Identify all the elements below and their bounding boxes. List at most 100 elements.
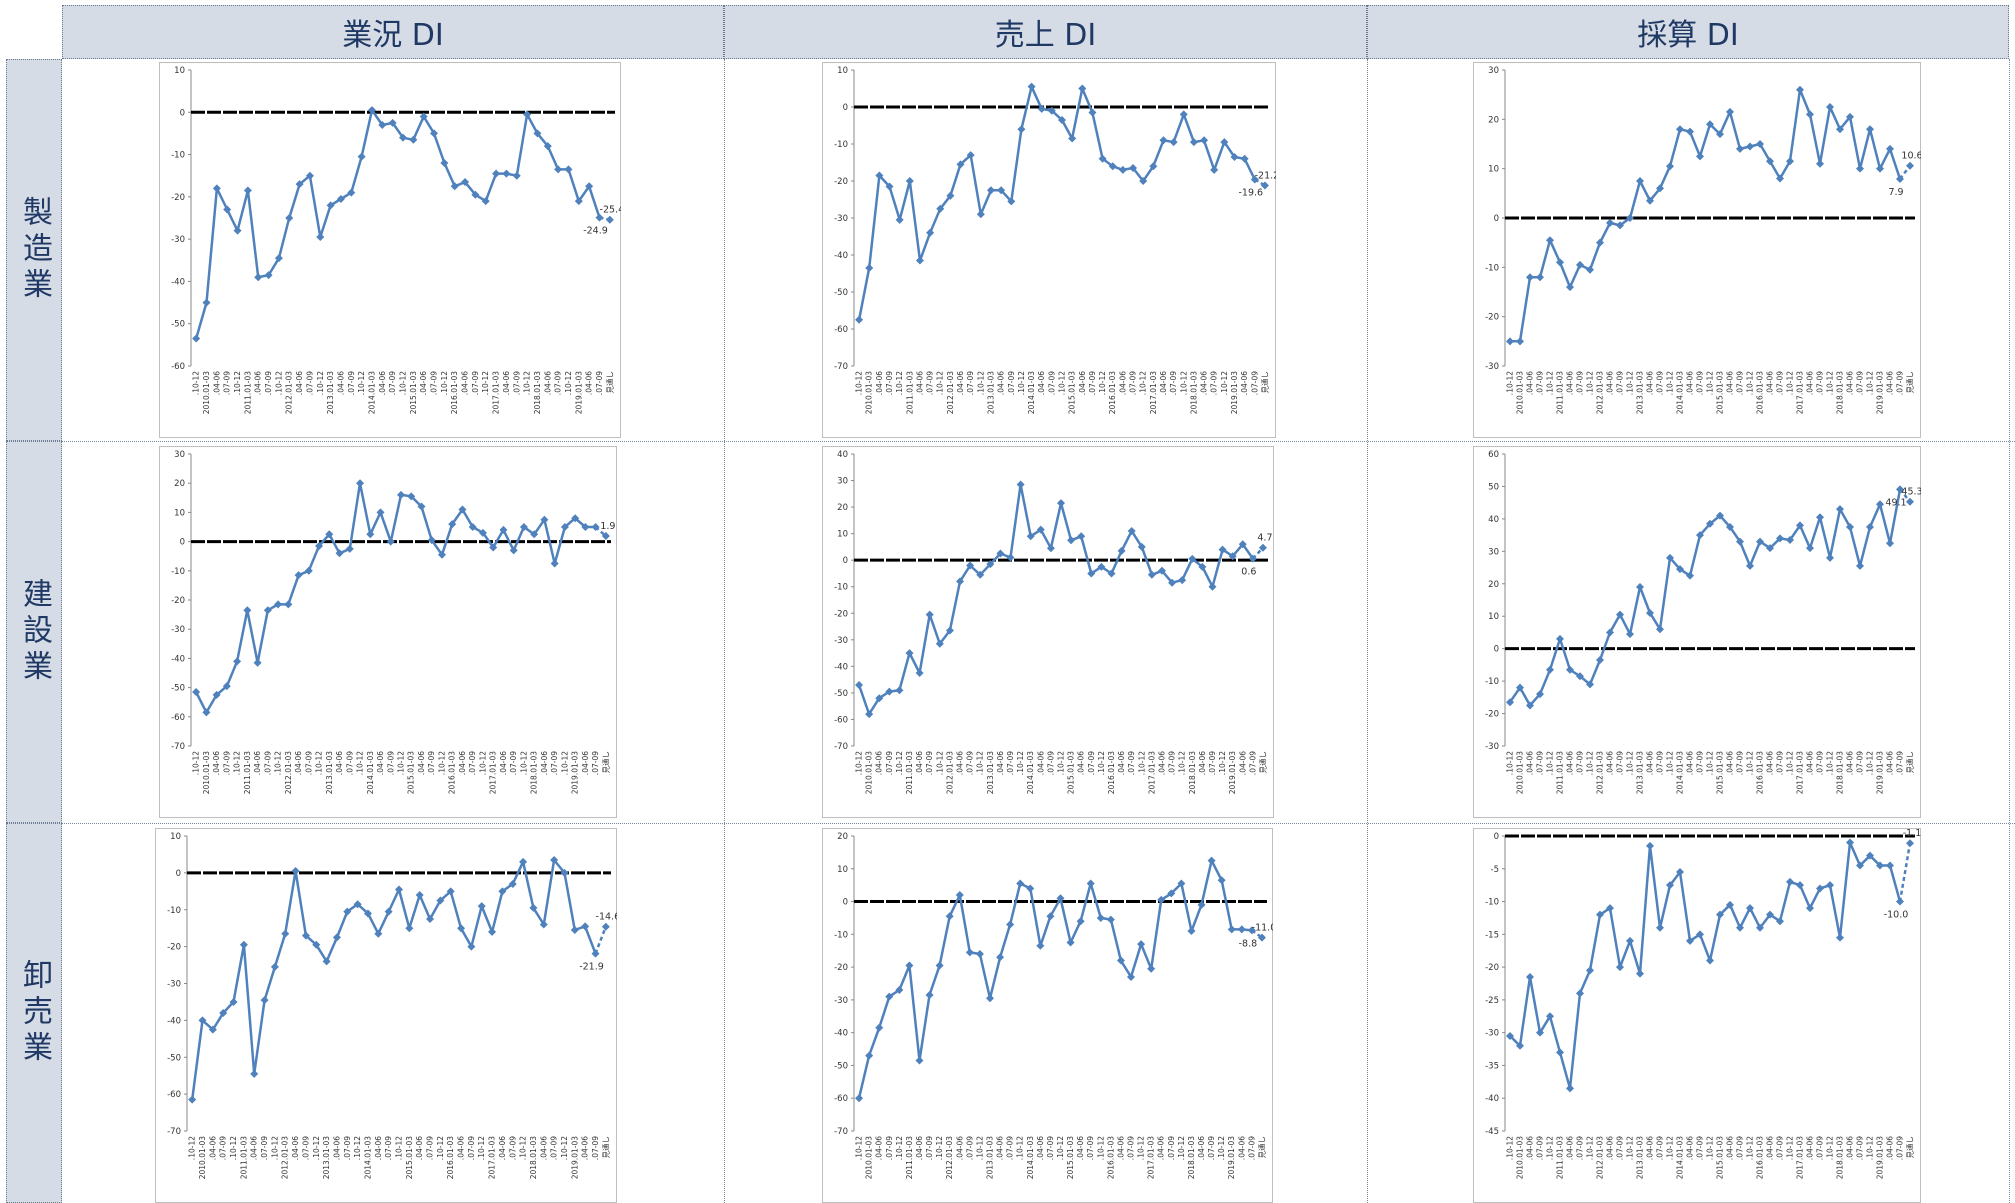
data-point [192,687,201,696]
x-tick-label: .07-09 [1736,751,1745,775]
y-tick-label: -30 [834,996,848,1006]
data-point [550,855,559,864]
series-line [1510,88,1902,343]
data-point [1636,969,1644,978]
x-tick-label: .04-06 [294,751,303,775]
data-point [875,171,884,180]
x-tick-label: .10-12 [1626,371,1635,395]
y-tick-label: -10 [834,930,848,940]
x-tick-label: .10-12 [855,371,864,395]
data-point [264,271,273,280]
chart-construction-saisan: 60 50 40 30 20 10 0 -10 -20 -30.10-12 2010.01-03.0… [1473,446,1921,818]
x-tick-label: .04-06 [502,371,511,395]
chart-frame [822,828,1273,1203]
data-point [533,129,542,138]
data-point [925,990,934,999]
x-tick-label: .10-12 [523,371,532,395]
table-divider [62,441,2015,442]
data-point [1207,856,1216,865]
data-point [1187,927,1196,936]
data-point [915,669,924,677]
x-tick-label: .10-12 [1016,751,1025,775]
chart-frame [159,446,617,818]
data-point [915,1056,924,1065]
x-tick-label: .07-09 [1536,1136,1545,1160]
data-point [976,570,985,579]
data-point [1157,566,1166,575]
data-point [925,610,934,619]
data-label: -10.0 [1884,910,1909,921]
x-tick-label: .07-09 [550,1136,559,1160]
x-tick-label: 2011.01-03 [905,751,914,794]
data-point [477,902,486,911]
x-tick-label: .10-12 [1746,371,1755,395]
data-point [1866,125,1874,134]
x-tick-label: .04-06 [1766,1136,1775,1160]
column-header-gyokyo: 業況 DI [62,5,724,59]
x-tick-label: .04-06 [581,751,590,775]
x-tick-label: 2014.01-03 [367,371,376,414]
data-point [335,549,344,558]
data-point [395,885,403,894]
data-point [581,922,590,931]
x-tick-label: 見通し [1905,1136,1915,1159]
x-tick-label: .10-12 [478,751,487,775]
x-tick-label: .04-06 [1118,371,1127,395]
x-tick-label: .04-06 [254,371,263,395]
x-tick-label: 2019.01-03 [574,371,583,414]
x-tick-label: .07-09 [1167,1136,1176,1160]
y-tick-label: -30 [834,636,848,646]
y-tick-label: 10 [837,530,848,540]
x-tick-label: .07-09 [1086,1136,1095,1160]
data-point [1016,480,1025,489]
x-tick-label: .10-12 [1506,751,1515,775]
data-label: 10.6 [1901,151,1921,162]
x-tick-label: .10-12 [855,751,864,775]
x-tick-label: .04-06 [997,371,1006,395]
y-tick-label: 0 [176,869,181,879]
data-point [1200,136,1209,145]
data-point [1526,972,1534,981]
chart-manufacturing-saisan: 30 20 10 0 -10 -20 -30.10-12 2010.01-03.04-06.0… [1473,62,1921,438]
data-point [560,523,569,531]
data-point [1666,553,1674,562]
data-point [1846,112,1854,121]
x-tick-label: 2013.01-03 [322,1136,331,1179]
x-tick-label: .10-12 [1017,371,1026,395]
data-point [1576,260,1584,269]
data-point [1796,881,1804,890]
x-tick-label: .10-12 [1139,371,1148,395]
data-point [1556,1048,1564,1057]
data-point [956,577,965,586]
x-tick-label: 2012.01-03 [1596,371,1605,414]
y-tick-label: -20 [167,943,181,953]
x-tick-label: .04-06 [955,1136,964,1160]
data-point [301,931,310,940]
x-tick-label: 2011.01-03 [239,1136,248,1179]
data-point [1806,904,1814,913]
x-tick-label: 2010.01-03 [1516,1136,1525,1179]
data-point [417,502,426,511]
x-tick-label: .10-12 [274,751,283,775]
data-point [885,182,894,191]
data-point [284,600,293,609]
y-tick-label: -60 [171,362,185,372]
x-tick-label: .04-06 [250,1136,259,1160]
data-point [1036,941,1045,950]
x-tick-label: 2013.01-03 [985,1136,994,1179]
data-point [1260,181,1269,190]
x-tick-label: 2017.01-03 [489,751,498,794]
data-point [274,254,283,263]
x-tick-label: .07-09 [1087,751,1096,775]
x-tick-label: 2016.01-03 [1756,751,1765,794]
data-point [1776,174,1784,183]
x-tick-label: 2012.01-03 [946,371,955,414]
x-tick-label: .10-12 [395,1136,404,1160]
line-chart: 100-10-20-30-40-50-60.10-12 2010.01-03.04… [159,62,621,438]
x-tick-label: .10-12 [1866,751,1875,775]
x-tick-label: 2015.01-03 [409,371,418,414]
x-tick-label: .04-06 [956,371,965,395]
data-point [1876,500,1884,509]
